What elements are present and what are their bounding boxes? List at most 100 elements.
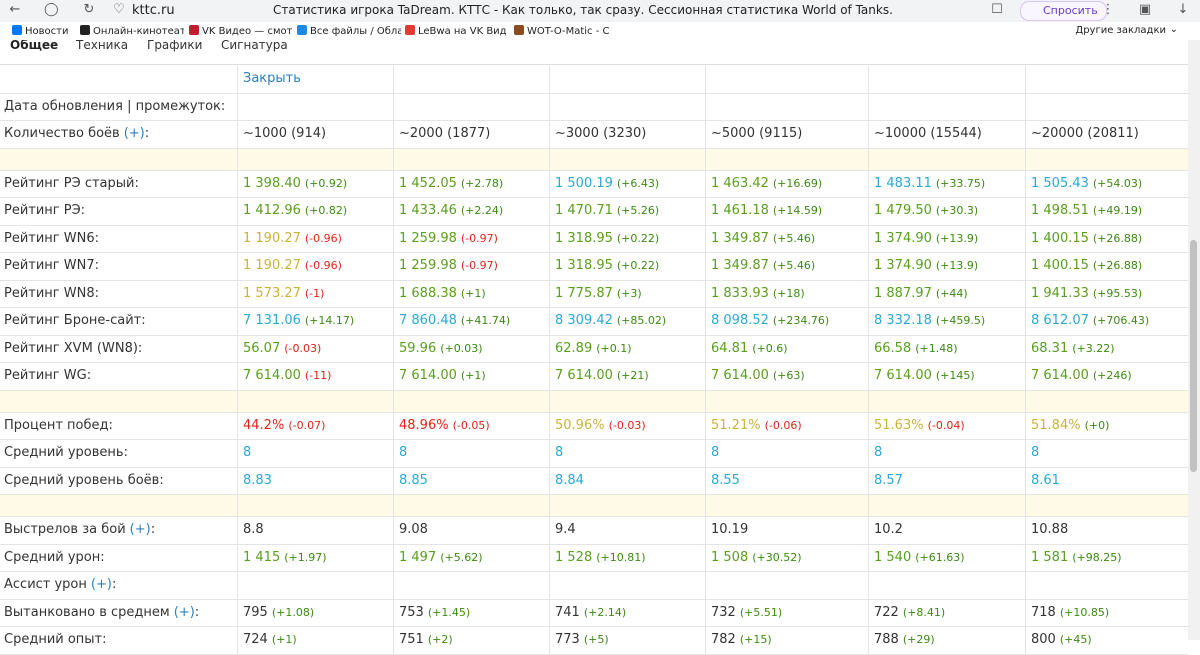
tab[interactable]: Сигнатура <box>221 38 288 52</box>
table-cell: 10.88 <box>1025 517 1188 544</box>
table-cell <box>237 572 393 599</box>
row-label: Рейтинг WN7: <box>4 258 99 273</box>
cell-value: 8 <box>399 445 408 460</box>
bookmark-button[interactable]: ☐ <box>991 2 1003 17</box>
stats-table: Закрыть Дата обновления | промежуток: ~100… <box>0 66 1188 655</box>
account-icon[interactable]: ◯ <box>44 2 59 17</box>
bookmark-icon <box>405 25 415 35</box>
bookmark[interactable]: WOT-O-Matic - С <box>514 25 610 37</box>
cell-value: 722 <box>874 604 899 620</box>
bookmark[interactable]: Онлайн-кинотеат <box>80 25 184 37</box>
tab[interactable]: Общее <box>10 38 59 52</box>
table-cell: 1 505.43 (+54.03) <box>1025 170 1188 197</box>
table-cell: 1 941.33 (+95.53) <box>1025 280 1188 307</box>
table-cell: ~20000 (20811) <box>1025 121 1188 148</box>
row-label: Средний урон: <box>4 549 105 565</box>
bookmark-icon <box>514 25 524 35</box>
bookmark[interactable]: LeBwa на VK Вид <box>405 25 507 37</box>
row-label: Выстрелов за бой (+): <box>4 517 155 544</box>
menu-button[interactable]: ⋮ <box>1101 2 1115 17</box>
collections-button[interactable]: ▣ <box>1138 2 1152 17</box>
cell-delta: (+2.24) <box>460 204 504 217</box>
table-cell: 1 452.05 (+2.78) <box>393 170 549 197</box>
reload-button[interactable]: ↻ <box>83 2 95 17</box>
cell-delta: (+0.22) <box>616 231 660 245</box>
table-cell: 782 (+15) <box>705 627 868 654</box>
table-cell: 7 614.00 (+63) <box>705 363 868 390</box>
cell-delta: (+1.97) <box>284 550 327 564</box>
cell-value: 8 <box>243 445 252 460</box>
table-cell <box>393 66 549 93</box>
other-bookmarks[interactable]: Другие закладки <box>1075 25 1166 36</box>
cell-value: 68.31 <box>1031 340 1069 356</box>
table-cell <box>393 93 549 120</box>
table-cell: 51.21% (-0.06) <box>705 412 868 439</box>
bookmark-label: Онлайн-кинотеат <box>93 26 184 37</box>
table-row: 56.07 (-0.03) 59.96 (+0.03) 62.89 (+0.1) 64.81… <box>0 335 1188 363</box>
cell-value: 8 <box>874 445 883 460</box>
cell-value: 9.4 <box>555 522 576 537</box>
tab[interactable]: Графики <box>147 38 203 52</box>
bookmarks-bar: Другие закладки ⌄ Новости Онлайн-кинотеат… <box>0 22 1200 40</box>
tab-bar: Общее Техника Графики Сигнатура <box>0 30 1188 65</box>
table-cell: 8 332.18 (+459.5) <box>868 308 1025 335</box>
address-bar[interactable]: kttc.ru <box>132 3 175 18</box>
table-cell <box>705 495 868 516</box>
table-row: 8.83 8.85 8.84 8.55 8.57 8.61 Средний уровень … <box>0 467 1188 495</box>
table-cell: 1 400.15 (+26.88) <box>1025 225 1188 252</box>
table-cell: 1 479.50 (+30.3) <box>868 198 1025 225</box>
cell-value: ~5000 (9115) <box>711 126 803 141</box>
cell-value: 1 479.50 <box>874 203 932 218</box>
cell-value: Закрыть <box>243 71 301 86</box>
bookmark[interactable]: Все файлы / Обла <box>297 25 401 37</box>
cell-value: 8 <box>1031 445 1040 460</box>
ask-button[interactable]: Спросить <box>1020 1 1107 21</box>
bookmark[interactable]: Новости <box>12 25 68 37</box>
table-cell: 7 614.00 (+21) <box>549 363 705 390</box>
expand-link[interactable]: (+) <box>123 126 145 141</box>
table-cell: 8.83 <box>237 467 393 494</box>
cell-delta: (-0.96) <box>304 231 342 245</box>
cell-value: 7 860.48 <box>399 313 457 328</box>
cell-delta: (+0.22) <box>616 259 660 272</box>
cell-value: 51.21% <box>711 417 761 433</box>
table-cell <box>549 66 705 93</box>
expand-link[interactable]: (+) <box>90 577 112 592</box>
cell-delta: (+0.1) <box>596 341 632 355</box>
cell-value: 1 349.87 <box>711 258 769 273</box>
cell-delta: (+0.03) <box>440 341 483 355</box>
back-button[interactable]: ← <box>9 2 21 17</box>
cell-value: 732 <box>711 604 736 620</box>
table-row: 1 190.27 (-0.96) 1 259.98 (-0.97) 1 318.95 (+… <box>0 253 1188 281</box>
scrollbar-thumb[interactable] <box>1190 240 1197 472</box>
table-cell: 753 (+1.45) <box>393 599 549 626</box>
table-cell: 1 775.87 (+3) <box>549 280 705 307</box>
expand-link[interactable]: (+) <box>173 604 195 620</box>
separator-row <box>0 390 1188 413</box>
table-cell[interactable]: Закрыть <box>237 66 393 93</box>
row-label: Рейтинг WN8: <box>4 285 99 301</box>
cell-delta: (+10.81) <box>596 550 646 564</box>
cell-delta: (-0.96) <box>304 259 342 272</box>
tab[interactable]: Техника <box>76 38 129 52</box>
table-cell: 8 <box>705 440 868 467</box>
table-cell <box>1025 495 1188 516</box>
cell-value: 7 614.00 <box>711 368 769 383</box>
cell-delta: (-0.97) <box>460 259 498 272</box>
cell-delta: (+5.26) <box>616 204 660 217</box>
cell-delta: (+1.48) <box>915 341 958 355</box>
other-bookmarks-arrow[interactable]: ⌄ <box>1169 24 1178 35</box>
cell-value: 1 528 <box>555 549 593 565</box>
cell-delta: (+234.76) <box>772 314 830 327</box>
table-row: 8 8 8 8 8 8 Средний уровень: <box>0 440 1188 468</box>
table-cell: 1 581 (+98.25) <box>1025 544 1188 571</box>
table-cell <box>237 495 393 516</box>
expand-link[interactable]: (+) <box>129 522 151 537</box>
table-cell: 1 508 (+30.52) <box>705 544 868 571</box>
bookmark[interactable]: VK Видео — смот <box>189 25 292 37</box>
downloads-button[interactable]: ↓ <box>1177 2 1189 17</box>
table-cell <box>393 148 549 170</box>
table-cell: 1 500.19 (+6.43) <box>549 170 705 197</box>
cell-delta: (+63) <box>772 369 805 382</box>
table-cell <box>705 148 868 170</box>
